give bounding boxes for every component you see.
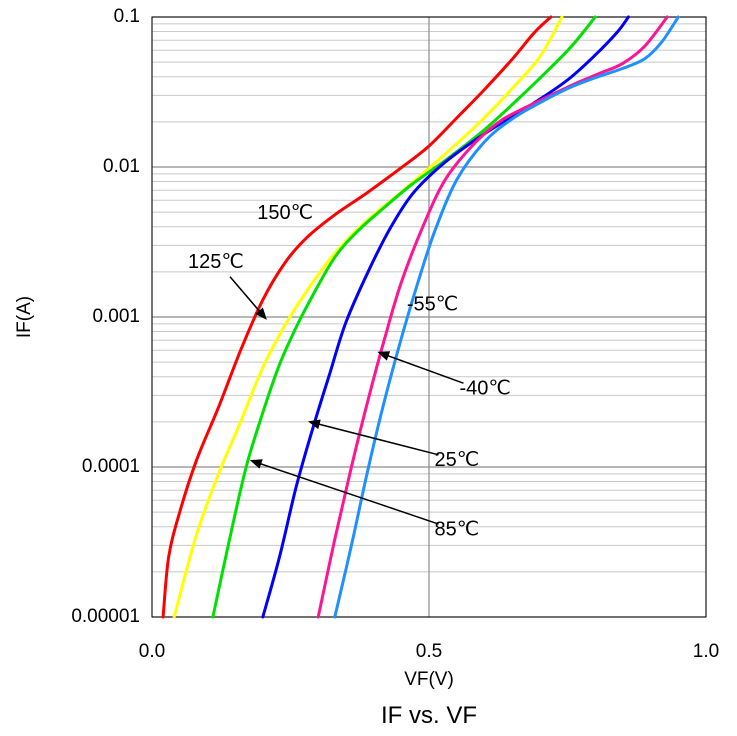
annotation-label: 85℃ — [435, 518, 480, 540]
annotation-arrow — [307, 419, 439, 456]
annotation-label: -55℃ — [407, 293, 458, 315]
series-curves — [161, 15, 680, 619]
series-line-85c — [211, 15, 597, 619]
y-tick-label: 0.0001 — [82, 456, 140, 477]
y-tick-label: 0.00001 — [71, 606, 140, 627]
annotation-label: 125℃ — [188, 251, 244, 273]
annotation-label: 150℃ — [257, 202, 313, 224]
series-line-25c — [261, 15, 630, 619]
chart-title: IF vs. VF — [381, 702, 477, 729]
y-tick-labels: 0.00001 0.0001 0.001 0.01 0.1 — [71, 6, 140, 627]
series-line-minus40c — [316, 15, 669, 619]
annotation-label: 25℃ — [435, 449, 480, 471]
x-tick-label: 1.0 — [693, 641, 719, 662]
series-line-150c — [161, 15, 553, 619]
annotation-arrow — [377, 351, 464, 384]
y-axis-label: IF(A) — [14, 296, 35, 338]
annotation-arrow — [229, 276, 267, 320]
x-axis-label: VF(V) — [404, 669, 454, 690]
annotation-arrow — [249, 459, 439, 525]
plot-area-frame — [151, 16, 707, 618]
y-tick-label: 0.1 — [114, 6, 140, 27]
annotation-label: -40℃ — [459, 378, 510, 400]
x-tick-label: 0.5 — [416, 641, 442, 662]
x-tick-labels: 0.0 0.5 1.0 — [139, 641, 719, 662]
y-tick-label: 0.001 — [92, 306, 140, 327]
y-tick-label: 0.01 — [103, 156, 140, 177]
series-line-minus55c — [333, 15, 680, 619]
annotations: 150℃ 125℃ -55℃ -40℃ 25℃ 85℃ — [188, 202, 511, 541]
x-tick-label: 0.0 — [139, 641, 165, 662]
